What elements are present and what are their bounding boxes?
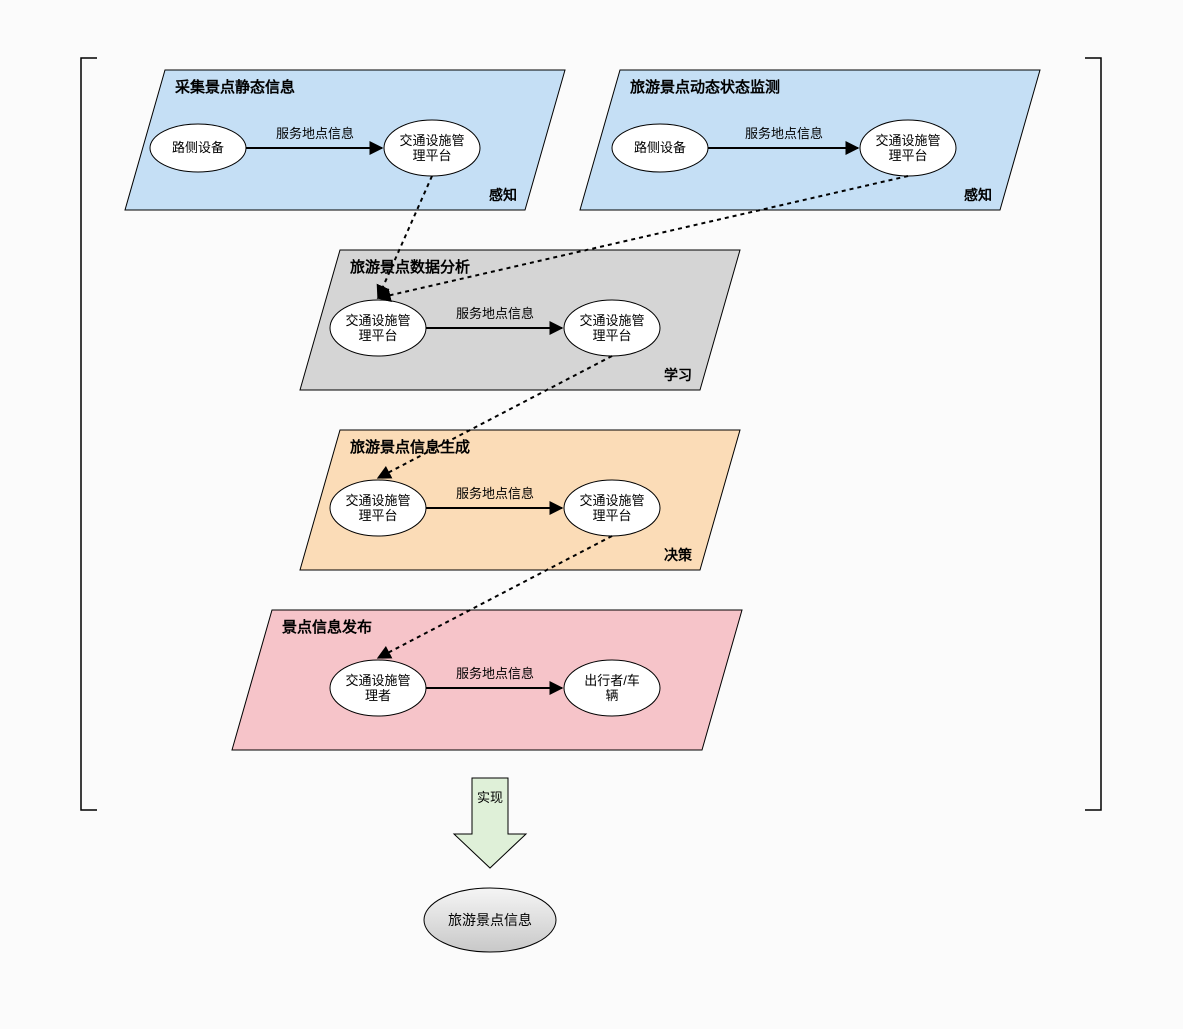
panel-p1-title: 采集景点静态信息 — [174, 78, 295, 96]
panel-p1-tag: 感知 — [489, 187, 517, 203]
panel-p2-title: 旅游景点动态状态监测 — [630, 78, 780, 96]
panel-p5-title: 景点信息发布 — [282, 618, 372, 636]
panel-p2-nodeA-label: 路侧设备 — [634, 140, 686, 155]
realize-arrow-label: 实现 — [477, 790, 503, 805]
panel-p2-edge-label: 服务地点信息 — [745, 126, 823, 141]
panel-p4-title: 旅游景点信息生成 — [350, 438, 470, 456]
panel-p3-tag: 学习 — [664, 367, 692, 383]
panel-p3-title: 旅游景点数据分析 — [350, 258, 470, 276]
panel-p5: 景点信息发布交通设施管理者出行者/车辆服务地点信息 — [232, 610, 742, 750]
panel-p3: 旅游景点数据分析学习交通设施管理平台交通设施管理平台服务地点信息 — [300, 250, 740, 390]
panel-p2: 旅游景点动态状态监测感知路侧设备交通设施管理平台服务地点信息 — [580, 70, 1040, 210]
panel-p5-edge-label: 服务地点信息 — [456, 666, 534, 681]
panel-p4: 旅游景点信息生成决策交通设施管理平台交通设施管理平台服务地点信息 — [300, 430, 740, 570]
panel-p3-edge-label: 服务地点信息 — [456, 306, 534, 321]
panel-p4-tag: 决策 — [664, 547, 693, 563]
panel-p1-nodeA-label: 路侧设备 — [172, 140, 224, 155]
panel-p1-edge-label: 服务地点信息 — [276, 126, 354, 141]
panel-p4-edge-label: 服务地点信息 — [456, 486, 534, 501]
bracket-right — [1085, 58, 1101, 810]
bracket-left — [81, 58, 97, 810]
final-node-label: 旅游景点信息 — [448, 912, 532, 928]
panel-p2-tag: 感知 — [964, 187, 992, 203]
panel-p1: 采集景点静态信息感知路侧设备交通设施管理平台服务地点信息 — [125, 70, 565, 210]
